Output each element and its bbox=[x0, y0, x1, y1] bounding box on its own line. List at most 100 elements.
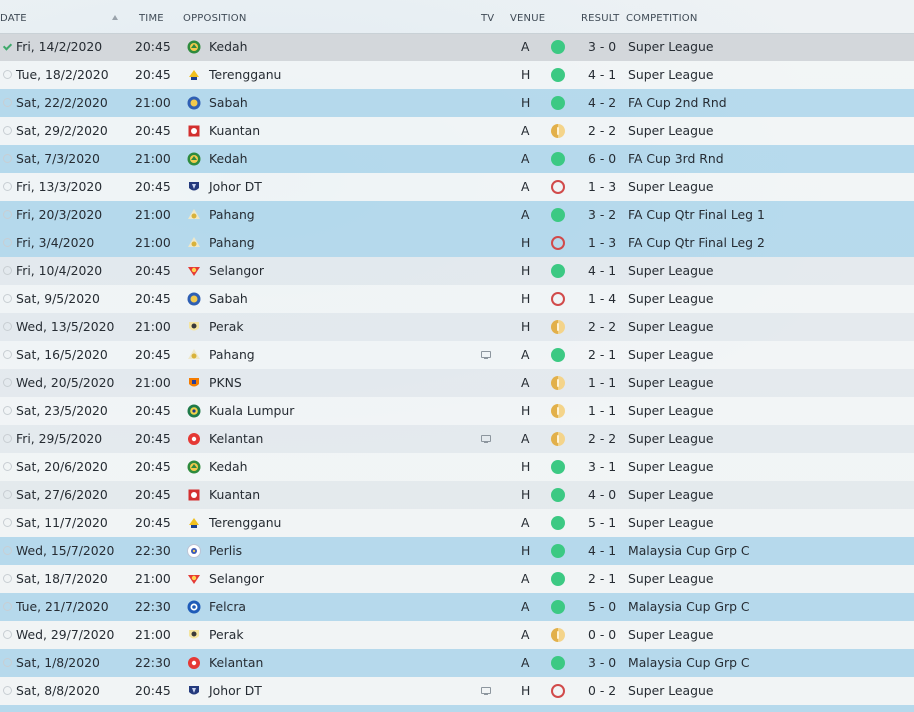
fixture-score[interactable]: 1 - 1 bbox=[588, 403, 617, 418]
opponent-link[interactable]: Kelantan bbox=[209, 431, 264, 446]
kelantan-crest-icon[interactable] bbox=[187, 432, 201, 446]
fixture-row[interactable]: Fri, 13/3/2020 20:45 Johor DT A 1 - 3 Super L… bbox=[0, 173, 914, 201]
opponent-link[interactable]: Kuantan bbox=[209, 123, 261, 138]
competition-link[interactable]: Super League bbox=[628, 431, 714, 446]
perak-crest-icon[interactable] bbox=[187, 320, 201, 334]
opponent-link[interactable]: Johor DT bbox=[209, 179, 262, 194]
competition-link[interactable]: Malaysia Cup Grp C bbox=[628, 655, 750, 670]
kedah-crest-icon[interactable] bbox=[187, 460, 201, 474]
fixture-score[interactable]: 5 - 1 bbox=[588, 515, 617, 530]
perak-crest-icon[interactable] bbox=[187, 628, 201, 642]
competition-link[interactable]: FA Cup Qtr Final Leg 1 bbox=[628, 207, 765, 222]
fixture-row[interactable]: Wed, 15/7/2020 22:30 Perlis H 4 - 1 Malaysia … bbox=[0, 537, 914, 565]
selangor-crest-icon[interactable] bbox=[187, 572, 201, 586]
competition-link[interactable]: Super League bbox=[628, 375, 714, 390]
fixture-row[interactable]: Sat, 9/5/2020 20:45 Sabah H 1 - 4 Super Leagu… bbox=[0, 285, 914, 313]
opponent-link[interactable]: PKNS bbox=[209, 375, 242, 390]
fixture-score[interactable]: 0 - 0 bbox=[588, 627, 617, 642]
fixture-row[interactable]: Tue, 18/2/2020 20:45 Terengganu H 4 - 1 Super… bbox=[0, 61, 914, 89]
competition-link[interactable]: Super League bbox=[628, 347, 714, 362]
kelantan-crest-icon[interactable] bbox=[187, 656, 201, 670]
terengganu-crest-icon[interactable] bbox=[187, 516, 201, 530]
header-result[interactable]: RESULT bbox=[581, 13, 620, 24]
fixture-row[interactable]: Fri, 29/5/2020 20:45 Kelantan A 2 - 2 Super L… bbox=[0, 425, 914, 453]
competition-link[interactable]: Super League bbox=[628, 403, 714, 418]
opponent-link[interactable]: Terengganu bbox=[209, 515, 282, 530]
competition-link[interactable]: Malaysia Cup Grp C bbox=[628, 599, 750, 614]
fixture-score[interactable]: 4 - 1 bbox=[588, 67, 617, 82]
opponent-link[interactable]: Felcra bbox=[209, 599, 247, 614]
header-competition[interactable]: COMPETITION bbox=[626, 13, 698, 24]
pahang-crest-icon[interactable] bbox=[187, 236, 201, 250]
competition-link[interactable]: Super League bbox=[628, 39, 714, 54]
fixture-score[interactable]: 2 - 1 bbox=[588, 347, 617, 362]
competition-link[interactable]: FA Cup 2nd Rnd bbox=[628, 95, 727, 110]
competition-link[interactable]: Super League bbox=[628, 627, 714, 642]
selangor-crest-icon[interactable] bbox=[187, 264, 201, 278]
opponent-link[interactable]: Perak bbox=[209, 319, 244, 334]
opponent-link[interactable]: Sabah bbox=[209, 291, 248, 306]
header-venue[interactable]: VENUE bbox=[510, 13, 546, 24]
opponent-link[interactable]: Kedah bbox=[209, 151, 248, 166]
competition-link[interactable]: Super League bbox=[628, 263, 714, 278]
fixture-row[interactable]: Sat, 1/8/2020 22:30 Kelantan A 3 - 0 Malaysia… bbox=[0, 649, 914, 677]
fixture-row[interactable]: Wed, 29/7/2020 21:00 Perak A 0 - 0 Super Leag… bbox=[0, 621, 914, 649]
fixture-score[interactable]: 3 - 1 bbox=[588, 459, 617, 474]
opponent-link[interactable]: Pahang bbox=[209, 235, 255, 250]
competition-link[interactable]: Super League bbox=[628, 123, 714, 138]
opponent-link[interactable]: Terengganu bbox=[209, 67, 282, 82]
competition-link[interactable]: Super League bbox=[628, 487, 714, 502]
fixture-score[interactable]: 1 - 3 bbox=[588, 179, 617, 194]
kuantan-crest-icon[interactable] bbox=[187, 124, 201, 138]
header-date[interactable]: DATE bbox=[0, 13, 27, 24]
fixture-row[interactable]: Sat, 11/7/2020 20:45 Terengganu A 5 - 1 Super… bbox=[0, 509, 914, 537]
fixture-row[interactable]: Sat, 8/8/2020 20:45 Johor DT H 0 - 2 Super Le… bbox=[0, 677, 914, 705]
opponent-link[interactable]: Pahang bbox=[209, 207, 255, 222]
fixture-score[interactable]: 4 - 0 bbox=[588, 487, 617, 502]
header-tv[interactable]: TV bbox=[481, 13, 495, 24]
sabah-crest-icon[interactable] bbox=[187, 96, 201, 110]
opponent-link[interactable]: Johor DT bbox=[209, 683, 262, 698]
competition-link[interactable]: Super League bbox=[628, 67, 714, 82]
fixture-row[interactable]: Fri, 10/4/2020 20:45 Selangor H 4 - 1 Super L… bbox=[0, 257, 914, 285]
competition-link[interactable]: Super League bbox=[628, 179, 714, 194]
competition-link[interactable]: FA Cup 3rd Rnd bbox=[628, 151, 724, 166]
fixture-row[interactable]: Fri, 20/3/2020 21:00 Pahang A 3 - 2 FA Cup Qt… bbox=[0, 201, 914, 229]
fixture-row[interactable]: Sat, 27/6/2020 20:45 Kuantan H 4 - 0 Super Le… bbox=[0, 481, 914, 509]
johor-dt-crest-icon[interactable] bbox=[187, 684, 201, 698]
opponent-link[interactable]: Selangor bbox=[209, 263, 264, 278]
fixture-row[interactable]: Tue, 21/7/2020 22:30 Felcra A 5 - 0 Malaysia … bbox=[0, 593, 914, 621]
fixture-score[interactable]: 4 - 2 bbox=[588, 95, 617, 110]
sabah-crest-icon[interactable] bbox=[187, 292, 201, 306]
sort-ascending-icon[interactable] bbox=[112, 15, 118, 20]
kedah-crest-icon[interactable] bbox=[187, 40, 201, 54]
fixture-score[interactable]: 3 - 0 bbox=[588, 39, 617, 54]
fixture-row[interactable]: Sat, 22/2/2020 21:00 Sabah H 4 - 2 FA Cup 2nd… bbox=[0, 89, 914, 117]
fixture-row[interactable]: Sat, 29/2/2020 20:45 Kuantan A 2 - 2 Super Le… bbox=[0, 117, 914, 145]
fixture-score[interactable]: 1 - 4 bbox=[588, 291, 617, 306]
header-opposition[interactable]: OPPOSITION bbox=[183, 13, 247, 24]
fixture-score[interactable]: 2 - 2 bbox=[588, 319, 617, 334]
pahang-crest-icon[interactable] bbox=[187, 348, 201, 362]
opponent-link[interactable]: Sabah bbox=[209, 95, 248, 110]
competition-link[interactable]: Super League bbox=[628, 571, 714, 586]
fixture-score[interactable]: 4 - 1 bbox=[588, 263, 617, 278]
kuala-lumpur-crest-icon[interactable] bbox=[187, 404, 201, 418]
fixture-score[interactable]: 1 - 3 bbox=[588, 235, 617, 250]
opponent-link[interactable]: Pahang bbox=[209, 347, 255, 362]
kuantan-crest-icon[interactable] bbox=[187, 488, 201, 502]
pkns-crest-icon[interactable] bbox=[187, 376, 201, 390]
pahang-crest-icon[interactable] bbox=[187, 208, 201, 222]
fixture-row[interactable]: Fri, 3/4/2020 21:00 Pahang H 1 - 3 FA Cup Qtr… bbox=[0, 229, 914, 257]
terengganu-crest-icon[interactable] bbox=[187, 68, 201, 82]
fixture-row[interactable]: Fri, 14/2/2020 20:45 Kedah A 3 - 0 Super Leag… bbox=[0, 33, 914, 61]
header-time[interactable]: TIME bbox=[139, 13, 164, 24]
opponent-link[interactable]: Kuala Lumpur bbox=[209, 403, 295, 418]
competition-link[interactable]: Super League bbox=[628, 319, 714, 334]
fixture-row[interactable]: Sat, 18/7/2020 21:00 Selangor A 2 - 1 Super L… bbox=[0, 565, 914, 593]
competition-link[interactable]: Malaysia Cup Grp C bbox=[628, 543, 750, 558]
perlis-crest-icon[interactable] bbox=[187, 544, 201, 558]
competition-link[interactable]: Super League bbox=[628, 459, 714, 474]
fixture-row[interactable]: Sat, 23/5/2020 20:45 Kuala Lumpur H 1 - 1 Sup… bbox=[0, 397, 914, 425]
opponent-link[interactable]: Kedah bbox=[209, 459, 248, 474]
